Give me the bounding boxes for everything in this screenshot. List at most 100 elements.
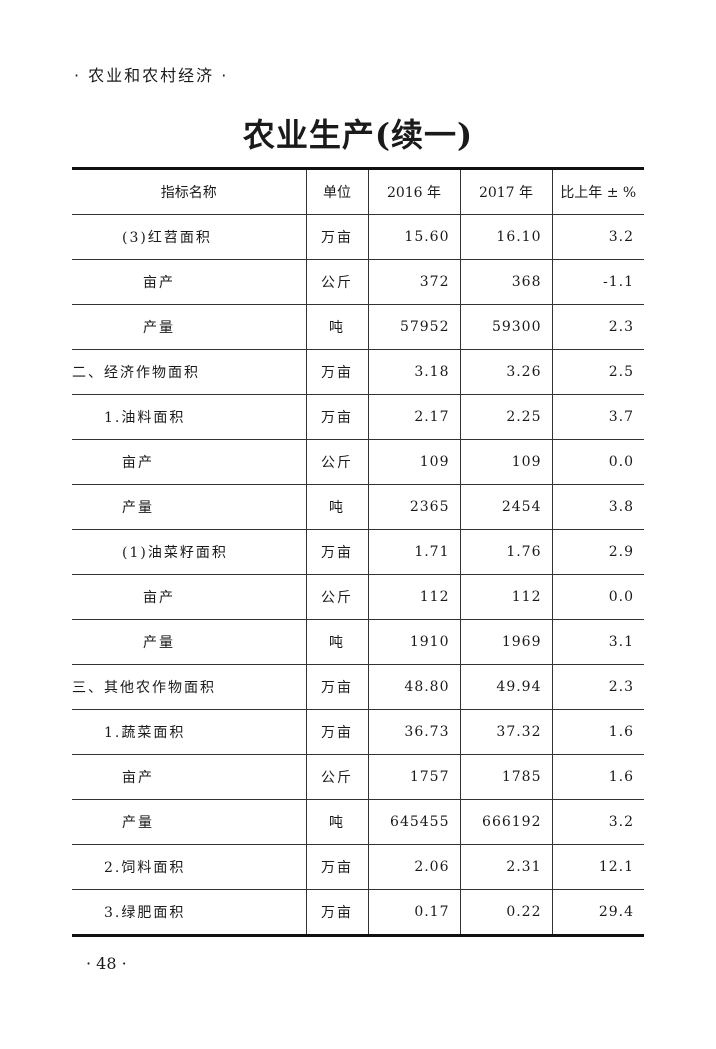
value-2016: 36.73 (367, 709, 460, 755)
value-2016: 372 (367, 259, 460, 305)
value-2016: 1.71 (367, 529, 460, 575)
page-number: · 48 · (86, 954, 127, 973)
unit-cell: 万亩 (305, 664, 368, 710)
value-2017: 109 (459, 439, 552, 485)
value-2016: 48.80 (367, 664, 460, 710)
value-2017: 49.94 (459, 664, 552, 710)
table-row: 二、经济作物面积 万亩 3.18 3.26 2.5 (72, 349, 644, 395)
table-row: 1.油料面积 万亩 2.17 2.25 3.7 (72, 394, 644, 440)
header-2017: 2017 年 (459, 168, 552, 215)
value-2017: 3.26 (459, 349, 552, 395)
indicator-name: 1.蔬菜面积 (72, 709, 306, 755)
value-2017: 2.31 (459, 844, 552, 890)
indicator-name: 3.绿肥面积 (104, 905, 186, 921)
value-2017: 112 (459, 574, 552, 620)
value-2016: 645455 (367, 799, 460, 845)
indicator-name: 三、其他农作物面积 (72, 664, 306, 710)
change-percent: 2.9 (551, 529, 644, 575)
unit-cell: 公斤 (305, 754, 368, 800)
unit-cell: 吨 (305, 799, 368, 845)
table-row: 1.蔬菜面积 万亩 36.73 37.32 1.6 (72, 709, 644, 755)
indicator-name: 1.油料面积 (72, 394, 306, 440)
unit-cell: 吨 (305, 484, 368, 530)
unit-cell: 万亩 (305, 709, 368, 755)
indicator-name: (3)红苕面积 (72, 214, 306, 260)
change-percent: 29.4 (551, 889, 644, 936)
unit-cell: 万亩 (305, 889, 368, 936)
change-percent: 2.3 (551, 664, 644, 710)
indicator-name: 产量 (72, 304, 306, 350)
value-2017: 1.76 (459, 529, 552, 575)
change-percent: 0.0 (551, 574, 644, 620)
agriculture-production-table: 指标名称 单位 2016 年 2017 年 比上年 ± % (3)红苕面积 万亩 1… (72, 167, 644, 937)
table-row: (1)油菜籽面积 万亩 1.71 1.76 2.9 (72, 529, 644, 575)
table-row: 3.绿肥面积 万亩 0.17 0.22 29.4 (72, 889, 644, 936)
value-2017: 1785 (459, 754, 552, 800)
unit-cell: 公斤 (305, 259, 368, 305)
indicator-name: 亩产 (72, 754, 306, 800)
value-2016: 2.06 (367, 844, 460, 890)
unit-cell: 公斤 (305, 439, 368, 485)
value-2017: 666192 (459, 799, 552, 845)
value-2016: 112 (367, 574, 460, 620)
indicator-name: 二、经济作物面积 (72, 349, 306, 395)
value-2016: 15.60 (367, 214, 460, 260)
value-2017: 1969 (459, 619, 552, 665)
value-2017: 59300 (459, 304, 552, 350)
value-2016: 0.17 (367, 889, 460, 936)
unit-cell: 万亩 (305, 214, 368, 260)
indicator-name: 亩产 (72, 574, 306, 620)
change-percent: -1.1 (551, 259, 644, 305)
change-percent: 3.7 (551, 394, 644, 440)
table-row: 亩产 公斤 1757 1785 1.6 (72, 754, 644, 800)
value-2017: 2454 (459, 484, 552, 530)
value-2016: 57952 (367, 304, 460, 350)
unit-cell: 吨 (305, 619, 368, 665)
change-percent: 0.0 (551, 439, 644, 485)
value-2016: 2.17 (367, 394, 460, 440)
value-2016: 2365 (367, 484, 460, 530)
change-percent: 3.2 (551, 799, 644, 845)
table-header-row: 指标名称 单位 2016 年 2017 年 比上年 ± % (72, 168, 644, 215)
unit-cell: 吨 (305, 304, 368, 350)
unit-cell: 公斤 (305, 574, 368, 620)
header-2016: 2016 年 (367, 168, 460, 215)
table-row: (3)红苕面积 万亩 15.60 16.10 3.2 (72, 214, 644, 260)
change-percent: 3.1 (551, 619, 644, 665)
table-row: 2.饲料面积 万亩 2.06 2.31 12.1 (72, 844, 644, 890)
indicator-name: (1)油菜籽面积 (72, 529, 306, 575)
value-2017: 37.32 (459, 709, 552, 755)
unit-cell: 万亩 (305, 394, 368, 440)
value-2016: 109 (367, 439, 460, 485)
header-indicator: 指标名称 (72, 168, 306, 215)
table-row: 亩产 公斤 112 112 0.0 (72, 574, 644, 620)
value-2016: 1910 (367, 619, 460, 665)
indicator-name: 产量 (72, 619, 306, 665)
table-row: 产量吨 1910 1969 3.1 (72, 619, 644, 665)
page-title: 农业生产(续一) (242, 116, 474, 154)
unit-cell: 万亩 (305, 844, 368, 890)
value-2017: 16.10 (459, 214, 552, 260)
header-change: 比上年 ± % (551, 168, 644, 215)
value-2016: 3.18 (367, 349, 460, 395)
value-2017: 2.25 (459, 394, 552, 440)
header-unit: 单位 (305, 168, 368, 215)
indicator-name: 亩产 (72, 439, 306, 485)
change-percent: 3.2 (551, 214, 644, 260)
change-percent: 1.6 (551, 754, 644, 800)
table-row: 产量吨 645455 666192 3.2 (72, 799, 644, 845)
change-percent: 2.3 (551, 304, 644, 350)
indicator-name: 2.饲料面积 (72, 844, 306, 890)
change-percent: 12.1 (551, 844, 644, 890)
table-row: 亩产 公斤 372 368 -1.1 (72, 259, 644, 305)
indicator-name: 亩产 (72, 259, 306, 305)
value-2017: 0.22 (459, 889, 552, 936)
section-header: · 农业和农村经济 · (74, 66, 229, 85)
table-row: 产量吨 2365 2454 3.8 (72, 484, 644, 530)
unit-cell: 万亩 (305, 529, 368, 575)
value-2016: 1757 (367, 754, 460, 800)
indicator-name: 产量 (72, 799, 306, 845)
table-row: 亩产 公斤 109 109 0.0 (72, 439, 644, 485)
table-row: 三、其他农作物面积 万亩 48.80 49.94 2.3 (72, 664, 644, 710)
indicator-name: 产量 (72, 484, 306, 530)
